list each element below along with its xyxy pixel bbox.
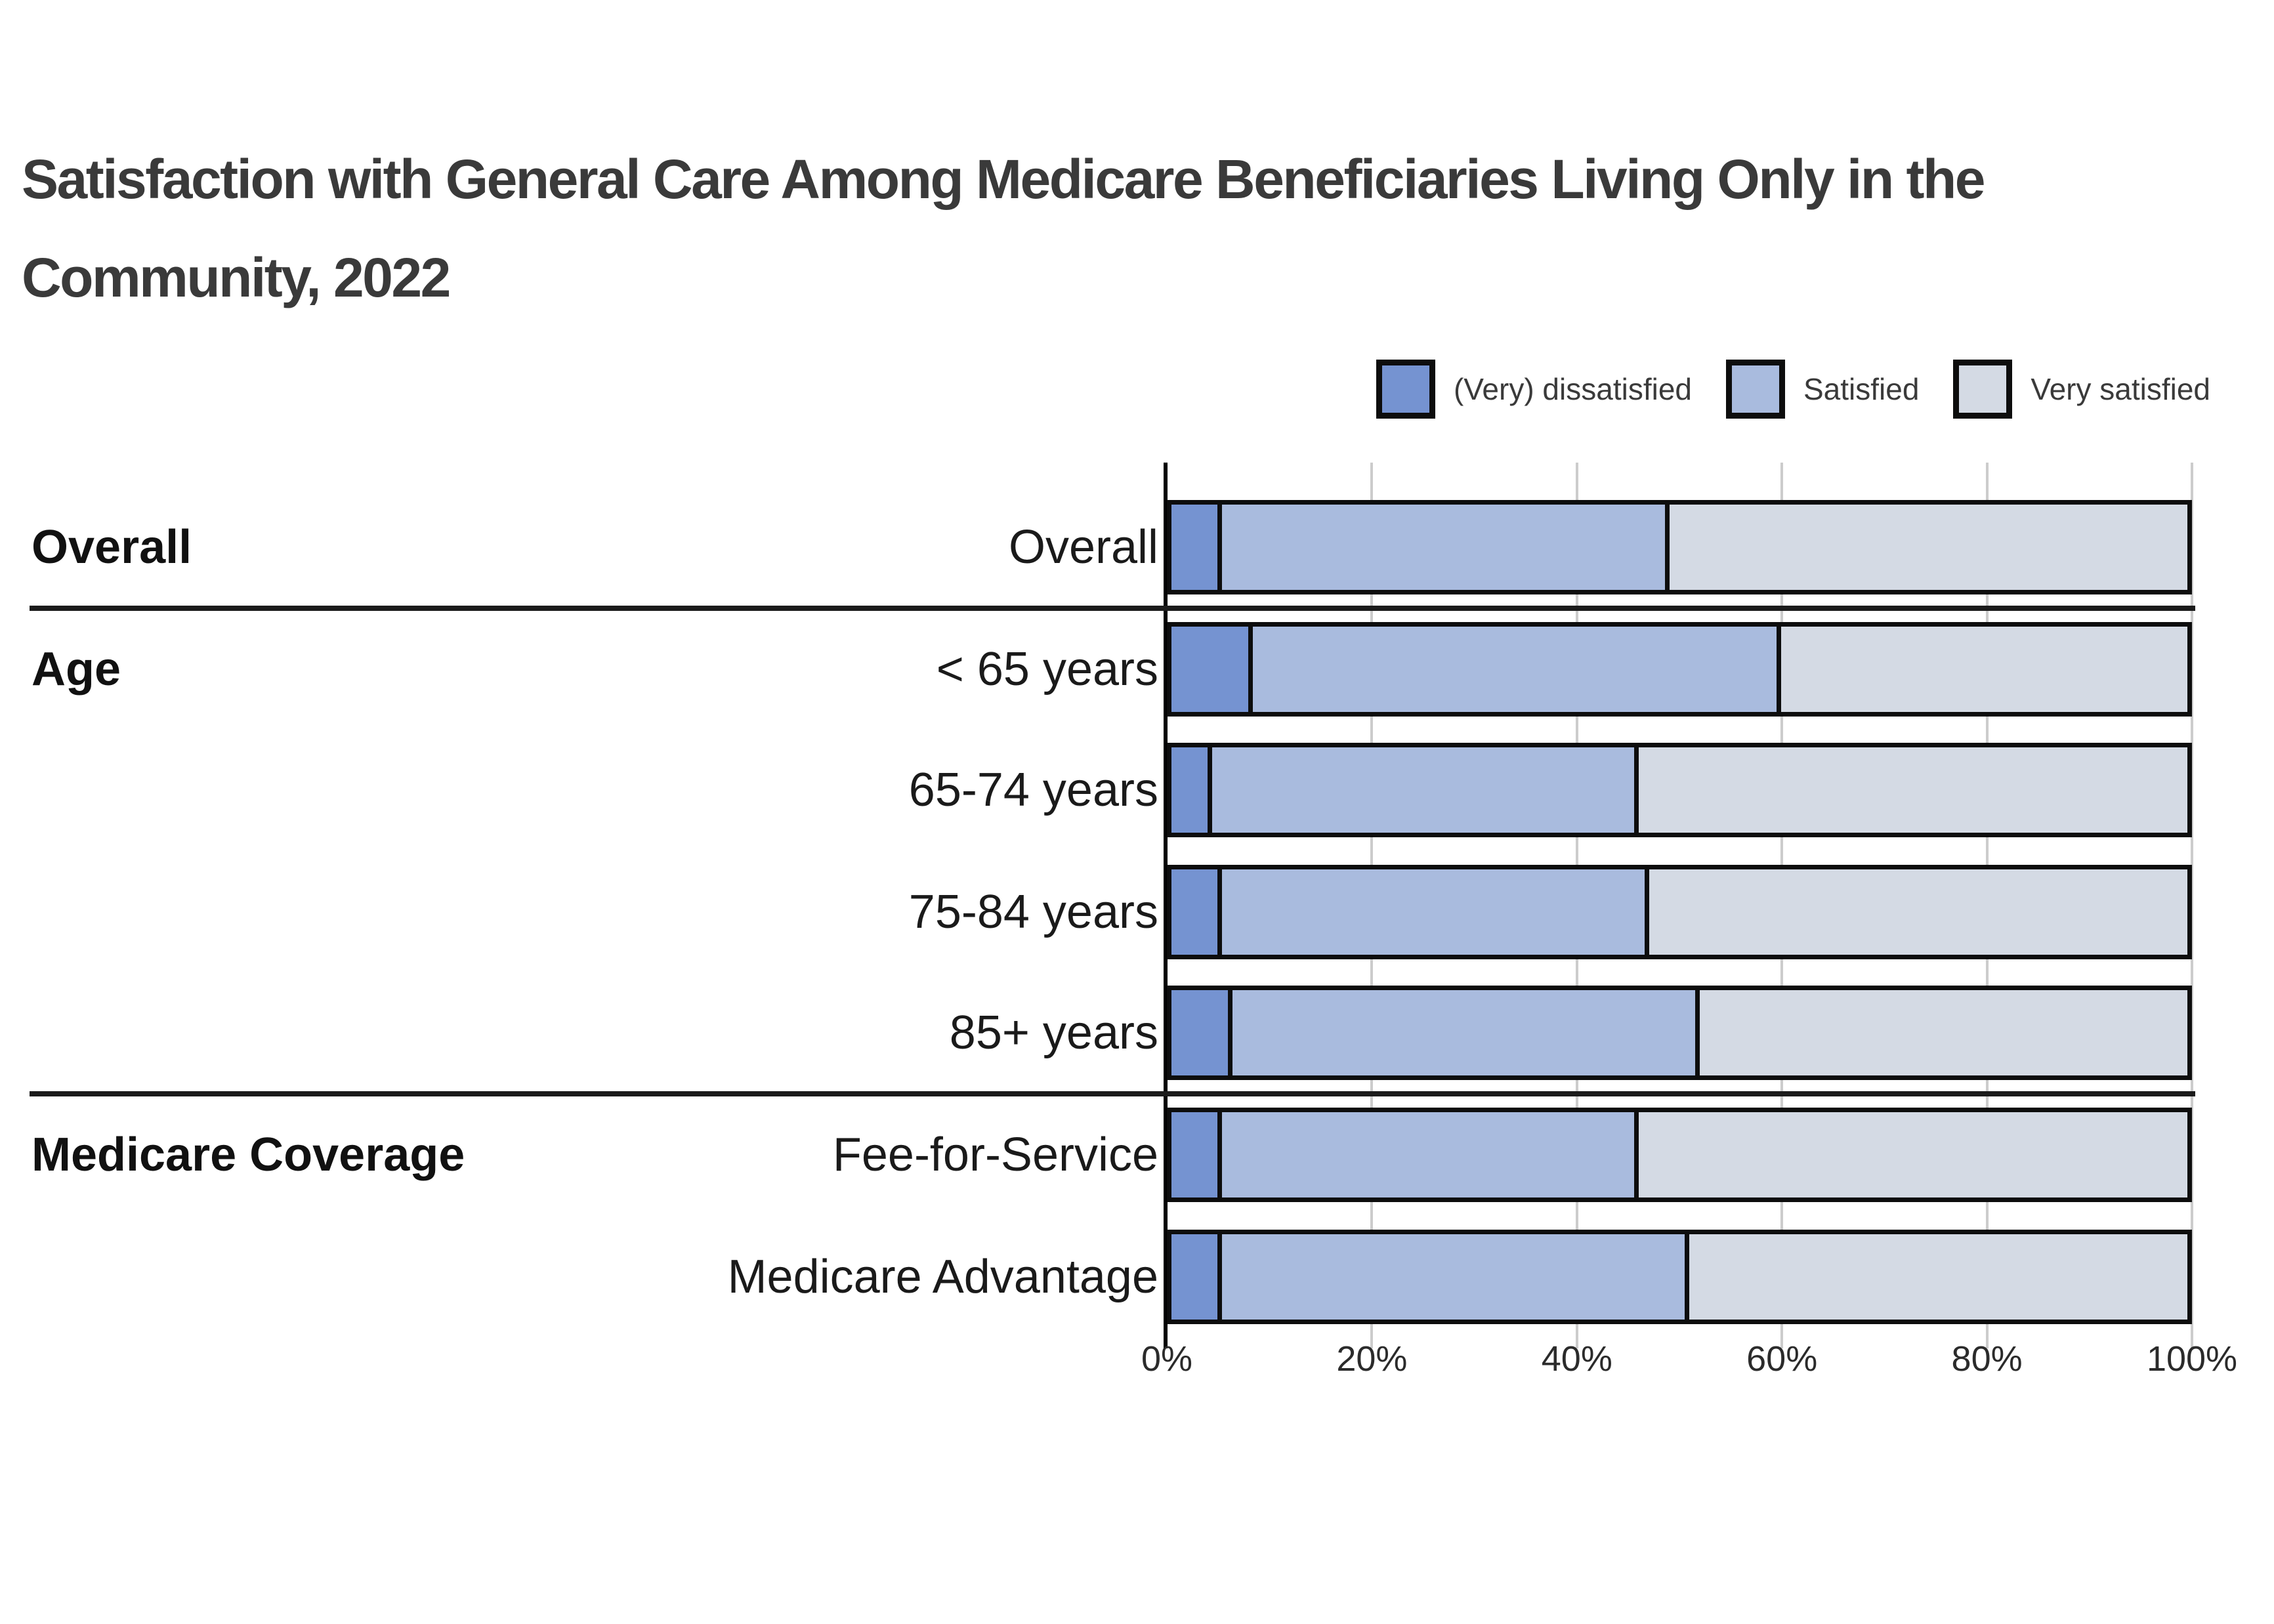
bar-segment [1649, 869, 2187, 955]
row-label: < 65 years [936, 643, 1158, 696]
y-axis-line [1164, 463, 1168, 1348]
legend-label-satisfied: Satisfied [1803, 372, 1920, 406]
bar-segment [1171, 627, 1253, 712]
bar [1167, 865, 2192, 959]
bar-segment [1689, 1234, 2187, 1320]
legend-swatch-dissatisfied [1376, 360, 1435, 419]
x-tick-label: 20% [1336, 1339, 1408, 1379]
bar-segment [1171, 1234, 1223, 1320]
bar-segment [1171, 1112, 1223, 1197]
row-label: 85+ years [949, 1007, 1158, 1059]
bar-segment [1171, 505, 1223, 590]
bar-segment [1222, 505, 1670, 590]
legend-swatch-satisfied [1725, 360, 1785, 419]
legend-item-satisfied: Satisfied [1725, 360, 1920, 419]
bar-segment [1171, 869, 1223, 955]
x-tick-label: 0% [1141, 1339, 1193, 1379]
bar [1167, 986, 2192, 1080]
bar-segment [1222, 869, 1649, 955]
legend-item-dissatisfied: (Very) dissatisfied [1376, 360, 1692, 419]
chart-title: Satisfaction with General Care Among Med… [22, 130, 1986, 327]
bar-segment [1222, 1234, 1690, 1320]
bar [1167, 1230, 2192, 1324]
gridline-100 [2191, 463, 2193, 1348]
legend-label-very-satisfied: Very satisfied [2031, 372, 2210, 406]
legend: (Very) dissatisfied Satisfied Very satis… [1376, 360, 2210, 419]
row-label: Overall [1008, 521, 1158, 573]
x-tick-label: 100% [2146, 1339, 2238, 1379]
group-label: Medicare Coverage [32, 1129, 465, 1181]
bar-segment [1669, 505, 2187, 590]
bar-segment [1780, 627, 2187, 712]
row-label: Medicare Advantage [727, 1251, 1158, 1303]
legend-label-dissatisfied: (Very) dissatisfied [1453, 372, 1692, 406]
bar [1167, 1108, 2192, 1202]
x-tick-label: 60% [1746, 1339, 1818, 1379]
bar-segment [1171, 990, 1232, 1075]
chart-title-line1: Satisfaction with General Care Among Med… [22, 148, 1986, 210]
x-tick-label: 40% [1541, 1339, 1612, 1379]
bar [1167, 743, 2192, 837]
bar-segment [1211, 747, 1639, 833]
bar [1167, 500, 2192, 594]
legend-swatch-very-satisfied [1953, 360, 2013, 419]
row-label: 75-84 years [908, 886, 1158, 938]
bar-segment [1639, 1112, 2187, 1197]
bar-segment [1232, 990, 1700, 1075]
bar-segment [1639, 747, 2187, 833]
row-label: 65-74 years [908, 764, 1158, 816]
legend-item-very-satisfied: Very satisfied [1953, 360, 2210, 419]
bar [1167, 622, 2192, 717]
x-tick-label: 80% [1951, 1339, 2023, 1379]
bar-segment [1699, 990, 2187, 1075]
row-label: Fee-for-Service [832, 1129, 1158, 1181]
group-label: Age [32, 643, 121, 696]
bar-segment [1222, 1112, 1639, 1197]
bar-segment [1171, 747, 1212, 833]
group-separator [30, 1091, 2195, 1096]
group-separator [30, 606, 2195, 611]
group-label: Overall [32, 521, 192, 573]
chart-title-line2: Community, 2022 [22, 247, 451, 308]
bar-segment [1252, 627, 1781, 712]
